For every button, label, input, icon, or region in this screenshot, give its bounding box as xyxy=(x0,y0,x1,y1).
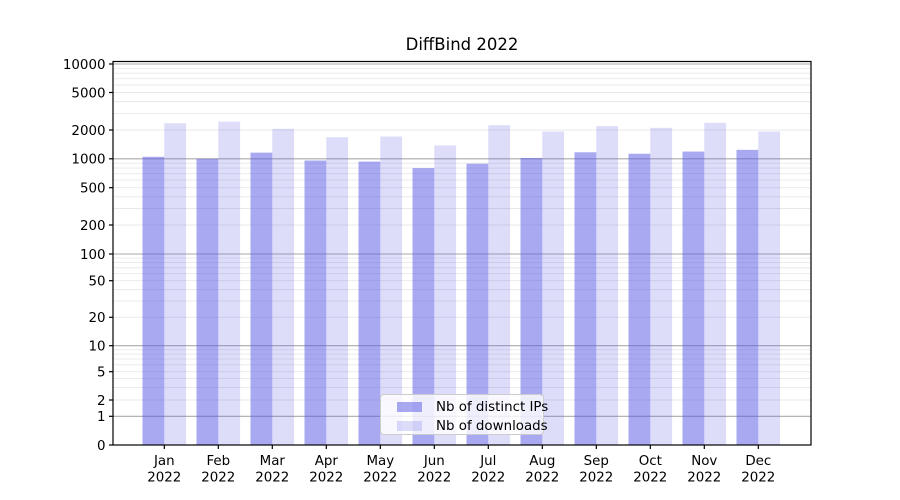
x-tick-label-year: 2022 xyxy=(633,471,667,486)
y-tick-label: 200 xyxy=(80,219,106,234)
x-tick-label-month: Nov xyxy=(691,454,717,469)
bar-distinct-ips xyxy=(412,168,435,445)
bar-distinct-ips xyxy=(250,152,273,445)
bar-downloads xyxy=(326,137,349,445)
y-tick-label: 50 xyxy=(88,275,105,290)
y-tick-label: 10000 xyxy=(63,58,106,73)
legend-entry-downloads: Nb of downloads xyxy=(381,418,548,434)
bar-downloads xyxy=(596,126,619,445)
bar-downloads xyxy=(542,131,565,446)
legend-swatch-distinct-ips xyxy=(397,402,422,412)
y-tick-label: 5000 xyxy=(71,86,105,101)
bar-downloads xyxy=(218,121,241,446)
x-tick-label-month: Jun xyxy=(423,454,445,469)
y-tick-label: 2 xyxy=(97,394,106,409)
bar-distinct-ips xyxy=(574,152,597,445)
legend-label-distinct-ips: Nb of distinct IPs xyxy=(436,399,549,415)
x-tick-label-year: 2022 xyxy=(687,471,721,486)
legend-swatch-downloads xyxy=(397,421,422,431)
y-tick-label: 1000 xyxy=(71,153,105,168)
bar-downloads xyxy=(758,131,781,446)
bar-distinct-ips xyxy=(520,157,543,445)
bar-distinct-ips xyxy=(628,153,651,445)
x-tick-label-year: 2022 xyxy=(741,471,775,486)
bar-distinct-ips xyxy=(196,158,219,446)
bar-distinct-ips xyxy=(466,163,489,445)
bar-distinct-ips xyxy=(304,160,327,446)
x-tick-label-year: 2022 xyxy=(525,471,559,486)
x-tick-label-month: Aug xyxy=(529,454,555,469)
bar-downloads xyxy=(650,127,673,445)
x-tick-label-month: Oct xyxy=(639,454,662,469)
x-tick-label-year: 2022 xyxy=(309,471,343,486)
y-tick-label: 500 xyxy=(80,182,106,197)
bar-downloads xyxy=(272,128,295,445)
bar-distinct-ips xyxy=(358,161,381,446)
x-tick-label-year: 2022 xyxy=(417,471,451,486)
y-tick-label: 20 xyxy=(88,311,105,326)
y-tick-label: 100 xyxy=(80,248,106,263)
x-tick-label-month: Sep xyxy=(584,454,609,469)
y-tick-label: 2000 xyxy=(71,124,105,139)
x-tick-label-month: Jul xyxy=(479,454,496,469)
legend-entry-distinct-ips: Nb of distinct IPs xyxy=(381,399,549,415)
bar-distinct-ips xyxy=(736,149,759,446)
x-tick-label-month: Apr xyxy=(315,454,339,469)
plot-border xyxy=(112,60,812,446)
x-tick-label-year: 2022 xyxy=(147,471,181,486)
bar-distinct-ips xyxy=(682,151,705,445)
y-tick-label: 5 xyxy=(97,366,106,381)
bar-downloads xyxy=(488,125,511,445)
legend: Nb of distinct IPs Nb of downloads xyxy=(380,394,548,435)
y-tick-label: 10 xyxy=(88,340,105,355)
x-tick-label-year: 2022 xyxy=(579,471,613,486)
x-tick-label-month: Dec xyxy=(745,454,771,469)
chart-title: DiffBind 2022 xyxy=(405,35,519,54)
bar-downloads xyxy=(164,123,187,446)
x-tick-label-month: Jan xyxy=(153,454,175,469)
x-tick-label-year: 2022 xyxy=(471,471,505,486)
x-tick-label-year: 2022 xyxy=(201,471,235,486)
x-tick-label-month: Feb xyxy=(206,454,230,469)
bar-downloads xyxy=(704,122,727,446)
x-tick-label-year: 2022 xyxy=(363,471,397,486)
bar-downloads xyxy=(380,136,403,445)
legend-label-downloads: Nb of downloads xyxy=(436,418,548,434)
x-tick-label-month: Mar xyxy=(260,454,286,469)
y-tick-label: 1 xyxy=(97,410,106,425)
bar-distinct-ips xyxy=(142,156,165,446)
x-tick-label-month: May xyxy=(366,454,394,469)
y-tick-label: 0 xyxy=(97,439,106,454)
x-tick-label-year: 2022 xyxy=(255,471,289,486)
bar-downloads xyxy=(434,145,457,446)
